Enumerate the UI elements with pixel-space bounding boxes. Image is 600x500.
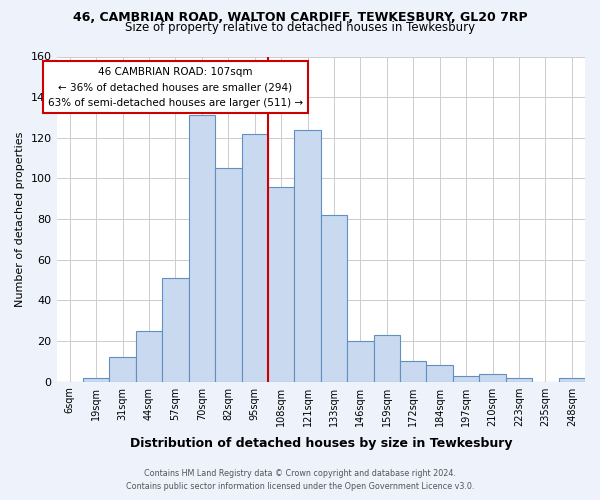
X-axis label: Distribution of detached houses by size in Tewkesbury: Distribution of detached houses by size … bbox=[130, 437, 512, 450]
Bar bbox=[374, 335, 400, 382]
Bar bbox=[83, 378, 109, 382]
Bar bbox=[268, 186, 295, 382]
Bar bbox=[347, 341, 374, 382]
Bar bbox=[136, 331, 162, 382]
Y-axis label: Number of detached properties: Number of detached properties bbox=[15, 132, 25, 307]
Bar bbox=[506, 378, 532, 382]
Bar bbox=[479, 374, 506, 382]
Bar bbox=[400, 362, 427, 382]
Text: Size of property relative to detached houses in Tewkesbury: Size of property relative to detached ho… bbox=[125, 22, 475, 35]
Bar bbox=[242, 134, 268, 382]
Text: 46 CAMBRIAN ROAD: 107sqm
← 36% of detached houses are smaller (294)
63% of semi-: 46 CAMBRIAN ROAD: 107sqm ← 36% of detach… bbox=[48, 66, 303, 108]
Bar bbox=[559, 378, 585, 382]
Text: Contains HM Land Registry data © Crown copyright and database right 2024.
Contai: Contains HM Land Registry data © Crown c… bbox=[126, 469, 474, 491]
Bar bbox=[453, 376, 479, 382]
Text: 46, CAMBRIAN ROAD, WALTON CARDIFF, TEWKESBURY, GL20 7RP: 46, CAMBRIAN ROAD, WALTON CARDIFF, TEWKE… bbox=[73, 11, 527, 24]
Bar bbox=[109, 358, 136, 382]
Bar bbox=[321, 215, 347, 382]
Bar bbox=[215, 168, 242, 382]
Bar bbox=[188, 116, 215, 382]
Bar bbox=[295, 130, 321, 382]
Bar bbox=[162, 278, 188, 382]
Bar bbox=[427, 366, 453, 382]
